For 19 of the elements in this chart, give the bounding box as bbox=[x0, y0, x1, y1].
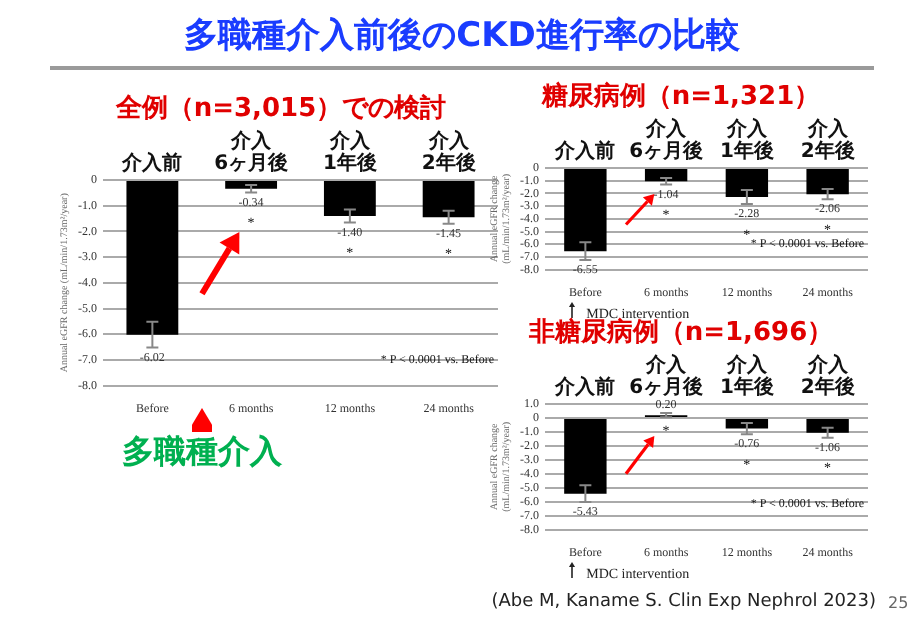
text: 介入 2年後 bbox=[421, 129, 476, 176]
chart-title: 非糖尿病例（n=1,696） bbox=[526, 318, 836, 348]
text: 多職種介入 bbox=[121, 432, 282, 470]
chart-title: 糖尿病例（n=1,321） bbox=[539, 82, 823, 112]
chart-title: 多職種介入前後のCKD進行率の比較 bbox=[182, 14, 742, 58]
text: 介入 6ヶ月後 bbox=[629, 353, 704, 400]
text: 介入前 bbox=[553, 139, 616, 164]
text: 25 bbox=[888, 594, 909, 612]
text: 介入 1年後 bbox=[719, 353, 774, 400]
text: 介入 2年後 bbox=[800, 117, 855, 164]
text: 介入前 bbox=[120, 151, 183, 176]
text: 介入 1年後 bbox=[322, 129, 377, 176]
text: 介入 1年後 bbox=[719, 117, 774, 164]
chart-subtitle: 全例（n=3,015）での検討 bbox=[113, 94, 449, 124]
text: 介入 2年後 bbox=[800, 353, 855, 400]
text: 介入前 bbox=[553, 375, 616, 400]
text: 介入 6ヶ月後 bbox=[214, 129, 289, 176]
text: (Abe M, Kaname S. Clin Exp Nephrol 2023) bbox=[491, 592, 876, 612]
text: 介入 6ヶ月後 bbox=[629, 117, 704, 164]
